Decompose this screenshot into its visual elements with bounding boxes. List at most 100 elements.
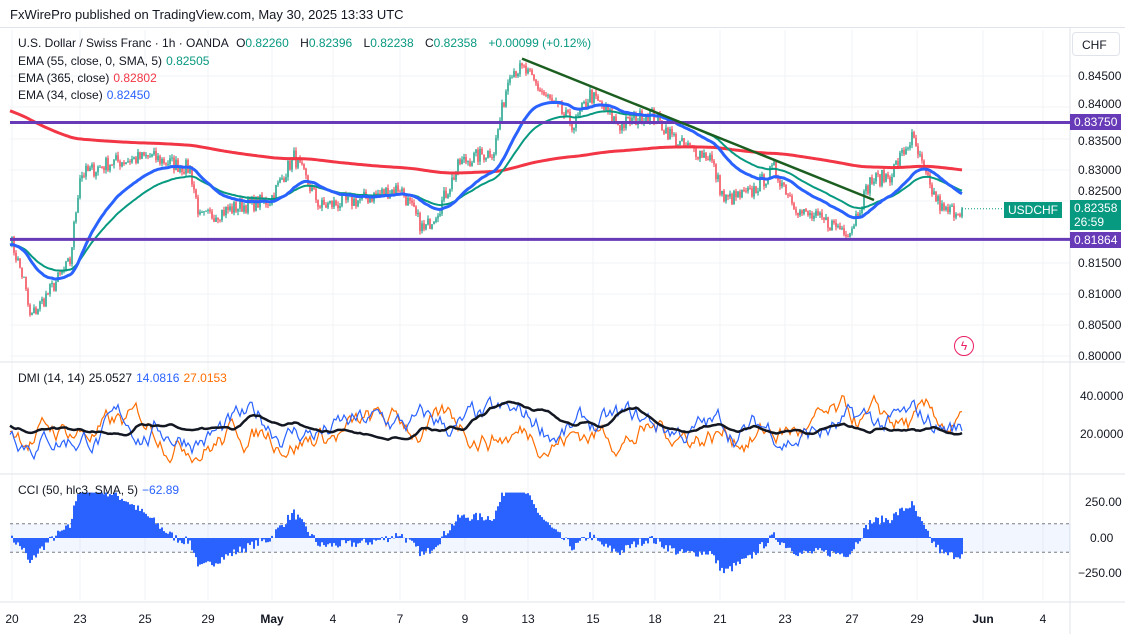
time-tick: 9 (462, 612, 469, 626)
cci-bar (329, 538, 331, 543)
candle-body (943, 204, 944, 210)
cci-bar (849, 538, 851, 554)
cci-bar (519, 493, 521, 538)
dmi-minus: 27.0153 (183, 371, 226, 385)
candle-body (831, 221, 832, 231)
cci-bar (435, 538, 437, 547)
candle-body (161, 159, 162, 164)
cci-bar (857, 538, 859, 544)
cci-bar (891, 520, 893, 538)
dmi-tick: 40.0000 (1080, 389, 1123, 403)
cci-bar (427, 538, 429, 548)
cci-bar (875, 517, 877, 538)
cci-bar (589, 532, 591, 538)
cci-bar (749, 538, 751, 555)
candle-body (705, 153, 706, 159)
cci-bar (155, 524, 157, 538)
candle-body (451, 177, 452, 189)
candle-body (951, 206, 952, 207)
cci-bar (755, 538, 757, 555)
cci-bar (661, 538, 663, 547)
trend-line (522, 59, 874, 200)
cci-bar (249, 538, 251, 545)
high-value: H0.82396 (300, 36, 356, 50)
candle-body (727, 195, 728, 197)
cci-bar (459, 518, 461, 538)
candle-body (909, 145, 910, 148)
cci-bar (793, 538, 795, 554)
cci-bar (731, 538, 733, 571)
candle-body (865, 186, 866, 191)
cci-bar (205, 538, 207, 562)
candle-body (887, 174, 888, 177)
candle-body (715, 164, 716, 179)
cci-tick: −250.00 (1078, 566, 1122, 580)
cci-bar (561, 538, 563, 539)
candle-body (115, 155, 116, 159)
candle-body (445, 191, 446, 198)
currency-button[interactable]: CHF (1072, 32, 1120, 56)
candle-body (737, 192, 738, 197)
cci-bar (885, 518, 887, 538)
cci-bar (819, 538, 821, 548)
cci-bar (713, 538, 715, 555)
cci-bar (591, 538, 593, 540)
cci-bar (547, 522, 549, 538)
candle-body (953, 206, 954, 218)
cci-bar (871, 524, 873, 538)
cci-bar (807, 538, 809, 553)
candle-body (101, 167, 102, 168)
candle-body (47, 293, 48, 294)
candle-body (851, 228, 852, 233)
ema55-legend[interactable]: EMA (55, close, 0, SMA, 5)0.82505 (18, 54, 213, 68)
candle-body (429, 219, 430, 229)
cci-bar (825, 538, 827, 550)
cci-bar (339, 538, 341, 546)
candle-body (269, 205, 270, 206)
alert-icon[interactable]: ϟ (954, 336, 974, 356)
candle-body (901, 150, 902, 153)
cci-bar (945, 538, 947, 552)
cci-bar (901, 508, 903, 538)
cci-bar (481, 517, 483, 538)
cci-bar (473, 514, 475, 538)
cci-bar (317, 538, 319, 546)
candle-body (503, 102, 504, 106)
candle-body (45, 293, 46, 306)
candle-body (431, 224, 432, 229)
candle-body (203, 211, 204, 212)
candle-body (549, 95, 550, 98)
cci-legend[interactable]: CCI (50, hlc3, SMA, 5)−62.89 (18, 483, 183, 497)
cci-bar (73, 506, 75, 538)
cci-label: CCI (50, hlc3, SMA, 5) (18, 483, 138, 497)
cci-bar (827, 538, 829, 556)
cci-bar (375, 538, 377, 541)
cci-bar (405, 538, 407, 543)
cci-bar (471, 519, 473, 538)
candle-body (623, 123, 624, 128)
cci-bar (693, 538, 695, 552)
cci-bar (841, 538, 843, 553)
cci-bar (647, 538, 649, 543)
cci-bar (559, 532, 561, 538)
cci-bar (523, 493, 525, 538)
cci-bar (723, 538, 725, 573)
ema34-legend[interactable]: EMA (34, close)0.82450 (18, 88, 154, 102)
candle-body (809, 213, 810, 215)
cci-bar (643, 538, 645, 544)
candle-body (515, 71, 516, 76)
time-tick: 25 (138, 612, 151, 626)
cci-bar (799, 538, 801, 553)
candle-body (687, 143, 688, 145)
ema365-legend[interactable]: EMA (365, close)0.82802 (18, 71, 161, 85)
cci-bar (305, 526, 307, 538)
candle-body (863, 191, 864, 209)
cci-bar (39, 538, 41, 548)
price-tick: 0.83000 (1078, 163, 1121, 177)
candle-body (397, 185, 398, 191)
price-tick: 0.83500 (1078, 134, 1121, 148)
ema34-value: 0.82450 (107, 88, 150, 102)
cci-bar (91, 493, 93, 538)
